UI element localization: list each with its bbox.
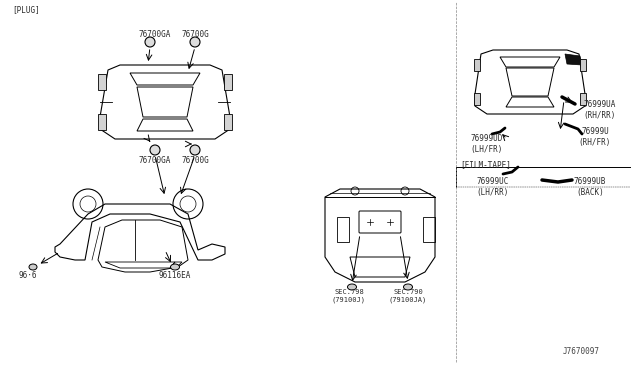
Text: 76999UC
(LH/RR): 76999UC (LH/RR) [477, 177, 509, 197]
Circle shape [190, 145, 200, 155]
Text: [FILM-TAPE]: [FILM-TAPE] [460, 160, 511, 170]
Ellipse shape [403, 284, 413, 290]
Text: SEC.798
(79100J): SEC.798 (79100J) [332, 289, 366, 303]
Polygon shape [224, 74, 232, 90]
Ellipse shape [170, 264, 179, 270]
Text: 76999U
(RH/FR): 76999U (RH/FR) [579, 127, 611, 147]
Text: 76999UD
(LH/FR): 76999UD (LH/FR) [471, 134, 503, 154]
Polygon shape [98, 74, 106, 90]
Text: 76700G: 76700G [181, 29, 209, 38]
Polygon shape [224, 114, 232, 130]
Circle shape [145, 37, 155, 47]
Text: 96116EA: 96116EA [159, 272, 191, 280]
Circle shape [190, 37, 200, 47]
Text: 76700G: 76700G [181, 155, 209, 164]
Circle shape [150, 145, 160, 155]
Polygon shape [565, 54, 582, 65]
Text: 76700GA: 76700GA [139, 155, 171, 164]
Text: 96·6: 96·6 [19, 272, 37, 280]
Polygon shape [580, 93, 586, 105]
Text: 76999UA
(RH/RR): 76999UA (RH/RR) [584, 100, 616, 120]
Text: 76700GA: 76700GA [139, 29, 171, 38]
Bar [423, 217, 435, 242]
Bar [337, 217, 349, 242]
Text: [PLUG]: [PLUG] [12, 6, 40, 15]
Text: J7670097: J7670097 [563, 347, 600, 356]
Text: SEC.790
(79100JA): SEC.790 (79100JA) [389, 289, 427, 303]
Polygon shape [474, 59, 480, 71]
Ellipse shape [348, 284, 356, 290]
Text: 76999UB
(BACK): 76999UB (BACK) [574, 177, 606, 197]
Ellipse shape [29, 264, 37, 270]
Polygon shape [474, 93, 480, 105]
Polygon shape [98, 114, 106, 130]
Polygon shape [580, 59, 586, 71]
